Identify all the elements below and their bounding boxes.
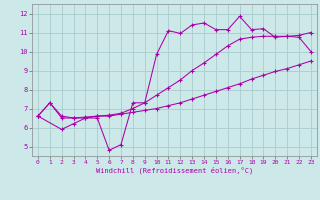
X-axis label: Windchill (Refroidissement éolien,°C): Windchill (Refroidissement éolien,°C): [96, 167, 253, 174]
